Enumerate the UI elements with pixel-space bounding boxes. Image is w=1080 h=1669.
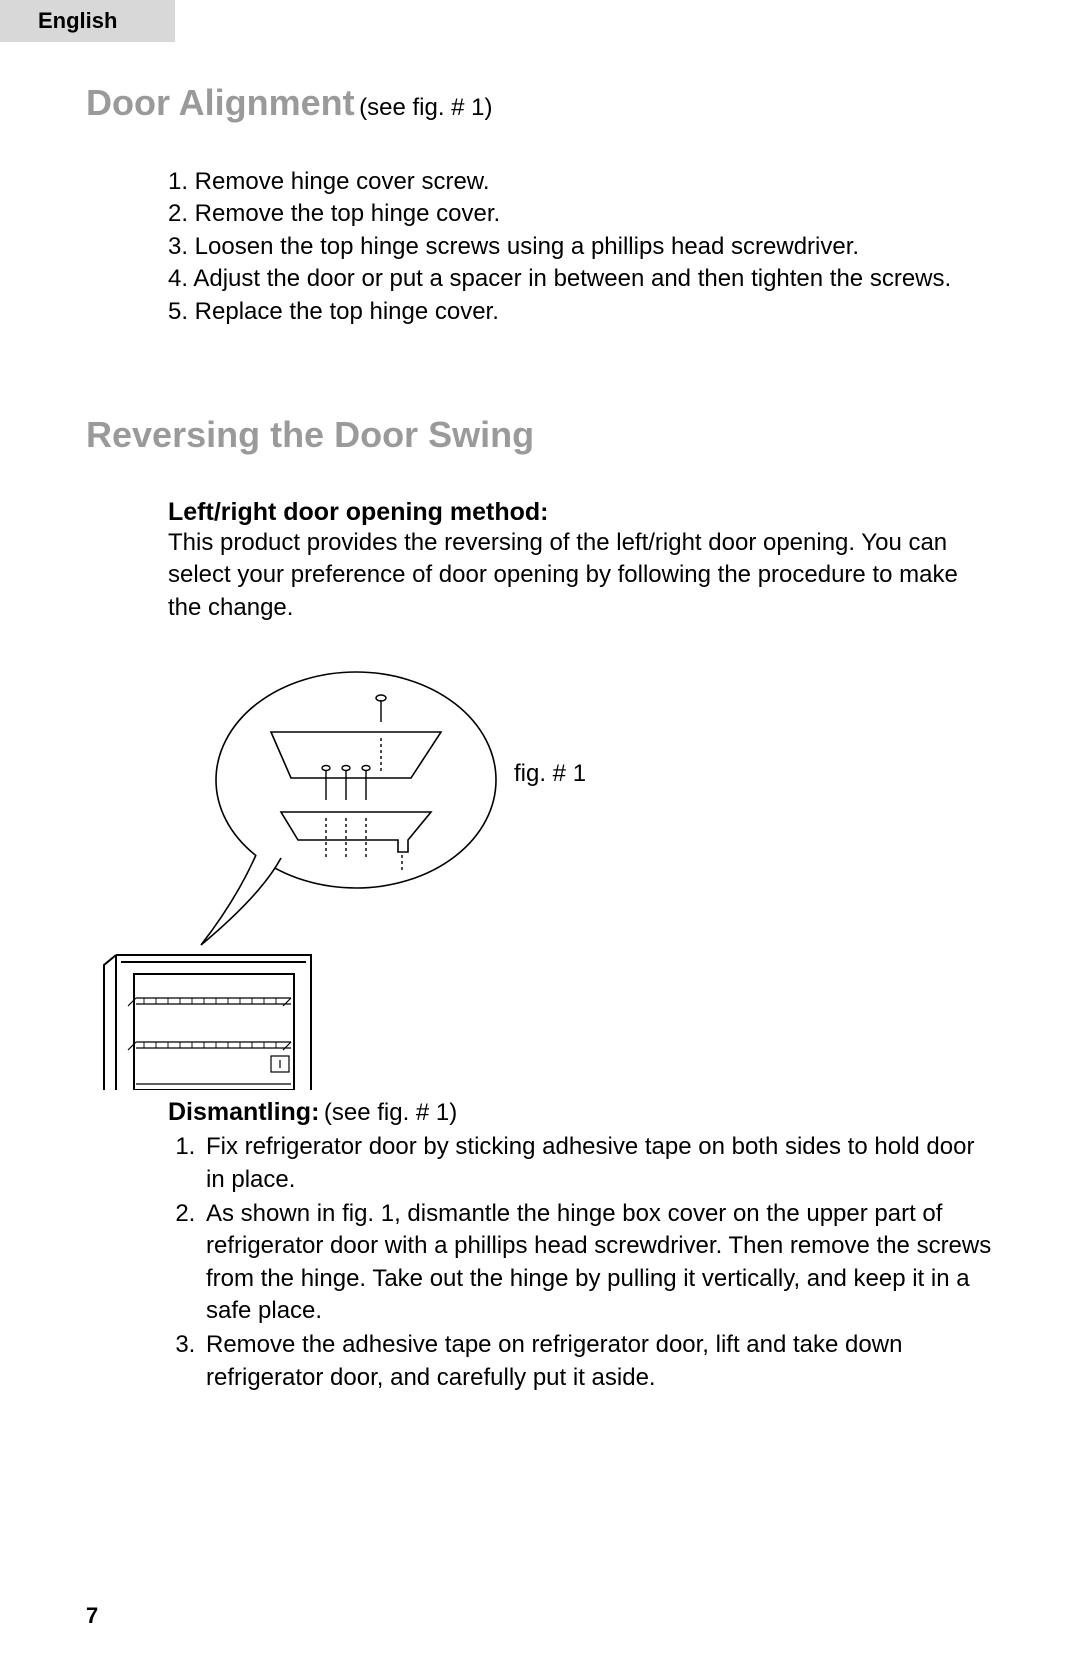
step-item: 3. Loosen the top hinge screws using a p… xyxy=(168,231,994,263)
dismantling-list: Fix refrigerator door by sticking adhesi… xyxy=(168,1131,994,1394)
step-item: 2. Remove the top hinge cover. xyxy=(168,198,994,230)
step-item: 1. Remove hinge cover screw. xyxy=(168,166,994,198)
subsection-opening-method: Left/right door opening method: This pro… xyxy=(168,498,994,624)
opening-method-text: This product provides the reversing of t… xyxy=(168,527,994,624)
page-number: 7 xyxy=(86,1603,98,1629)
heading-door-alignment: Door Alignment xyxy=(86,82,355,123)
list-item: Fix refrigerator door by sticking adhesi… xyxy=(202,1131,994,1196)
list-item: Remove the adhesive tape on refrigerator… xyxy=(202,1329,994,1394)
subheading-dismantling-note: (see fig. # 1) xyxy=(324,1099,457,1126)
page-content: Door Alignment (see fig. # 1) 1. Remove … xyxy=(86,82,994,1396)
language-tab: English xyxy=(0,0,175,42)
hinge-diagram-icon xyxy=(86,660,506,1090)
alignment-steps: 1. Remove hinge cover screw. 2. Remove t… xyxy=(168,166,994,328)
language-label: English xyxy=(38,8,117,34)
subheading-opening-method: Left/right door opening method: xyxy=(168,498,549,526)
heading-note-1: (see fig. # 1) xyxy=(359,94,492,121)
section-door-alignment: Door Alignment (see fig. # 1) 1. Remove … xyxy=(86,82,994,328)
list-item: As shown in fig. 1, dismantle the hinge … xyxy=(202,1198,994,1328)
heading-reversing-door: Reversing the Door Swing xyxy=(86,414,994,456)
step-item: 4. Adjust the door or put a spacer in be… xyxy=(168,263,994,295)
subsection-dismantling: Dismantling: (see fig. # 1) Fix refriger… xyxy=(168,1098,994,1394)
subheading-dismantling: Dismantling: xyxy=(168,1098,319,1126)
step-item: 5. Replace the top hinge cover. xyxy=(168,296,994,328)
figure-1: fig. # 1 xyxy=(86,660,994,1080)
figure-label: fig. # 1 xyxy=(514,760,586,788)
